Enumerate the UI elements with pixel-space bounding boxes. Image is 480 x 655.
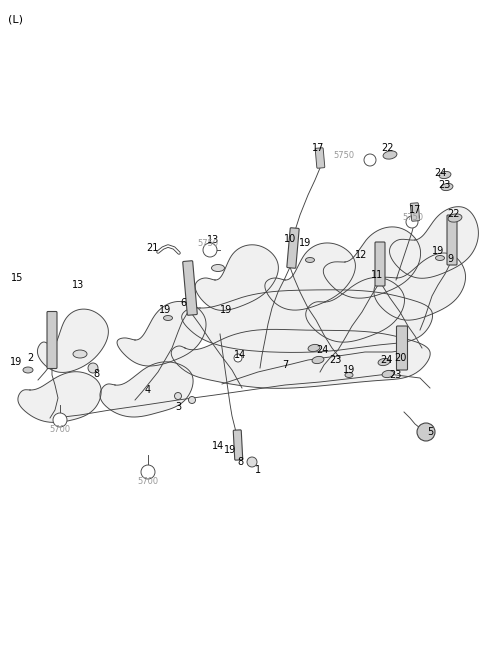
Text: 7: 7: [282, 360, 288, 370]
FancyBboxPatch shape: [410, 203, 420, 221]
Ellipse shape: [312, 356, 324, 364]
Text: 20: 20: [394, 353, 406, 363]
Text: 11: 11: [371, 270, 383, 280]
Text: 9: 9: [447, 254, 453, 264]
Ellipse shape: [175, 392, 181, 400]
Text: 24: 24: [380, 355, 392, 365]
Text: 13: 13: [207, 235, 219, 245]
FancyBboxPatch shape: [447, 215, 457, 265]
Text: 19: 19: [343, 365, 355, 375]
Text: 19: 19: [432, 246, 444, 256]
Circle shape: [234, 354, 242, 362]
Ellipse shape: [189, 396, 195, 403]
Text: 17: 17: [409, 205, 421, 215]
Text: 4: 4: [145, 385, 151, 395]
Text: 23: 23: [438, 180, 450, 190]
Text: 15: 15: [11, 273, 23, 283]
Polygon shape: [182, 290, 432, 352]
Text: 5750: 5750: [402, 214, 423, 223]
Text: 12: 12: [355, 250, 367, 260]
Circle shape: [88, 363, 98, 373]
FancyBboxPatch shape: [47, 312, 57, 369]
Text: 5700: 5700: [49, 426, 71, 434]
FancyBboxPatch shape: [287, 228, 299, 269]
Ellipse shape: [305, 257, 314, 263]
Ellipse shape: [435, 255, 444, 261]
Text: 14: 14: [212, 441, 224, 451]
Text: 5750: 5750: [197, 238, 218, 248]
Text: 19: 19: [159, 305, 171, 315]
Polygon shape: [18, 372, 101, 422]
Ellipse shape: [382, 370, 394, 377]
Circle shape: [247, 457, 257, 467]
Text: 19: 19: [10, 357, 22, 367]
FancyBboxPatch shape: [233, 430, 243, 460]
Text: 24: 24: [316, 345, 328, 355]
Text: 5750: 5750: [334, 151, 355, 160]
Text: 21: 21: [146, 243, 158, 253]
Polygon shape: [265, 243, 355, 310]
Polygon shape: [117, 301, 206, 366]
FancyBboxPatch shape: [396, 326, 408, 370]
Text: 2: 2: [27, 353, 33, 363]
Text: 13: 13: [72, 280, 84, 290]
Text: 1: 1: [255, 465, 261, 475]
Ellipse shape: [441, 183, 453, 191]
Polygon shape: [324, 227, 420, 298]
Ellipse shape: [73, 350, 87, 358]
Text: 3: 3: [175, 402, 181, 412]
Text: 6: 6: [180, 298, 186, 308]
Text: 22: 22: [381, 143, 393, 153]
Polygon shape: [100, 362, 193, 417]
Text: 8: 8: [237, 457, 243, 467]
Ellipse shape: [23, 367, 33, 373]
Ellipse shape: [378, 358, 390, 365]
Text: 24: 24: [434, 168, 446, 178]
Text: 5: 5: [427, 427, 433, 437]
Text: 19: 19: [299, 238, 311, 248]
Polygon shape: [374, 253, 466, 320]
Text: 17: 17: [312, 143, 324, 153]
Circle shape: [364, 154, 376, 166]
Text: 23: 23: [389, 370, 401, 380]
Circle shape: [417, 423, 435, 441]
Polygon shape: [195, 245, 278, 310]
Ellipse shape: [439, 172, 451, 179]
Text: 19: 19: [224, 445, 236, 455]
Text: 5700: 5700: [137, 477, 158, 487]
FancyBboxPatch shape: [315, 148, 325, 168]
Text: 22: 22: [447, 209, 459, 219]
Polygon shape: [171, 329, 430, 388]
Text: 23: 23: [329, 355, 341, 365]
Polygon shape: [389, 207, 479, 278]
Polygon shape: [37, 309, 108, 373]
Circle shape: [203, 243, 217, 257]
Circle shape: [53, 413, 67, 427]
Text: 10: 10: [284, 234, 296, 244]
Ellipse shape: [345, 373, 353, 377]
Ellipse shape: [212, 265, 225, 272]
Ellipse shape: [164, 316, 172, 320]
Polygon shape: [306, 278, 405, 342]
Text: (L): (L): [8, 14, 23, 24]
Circle shape: [406, 216, 418, 228]
Text: 14: 14: [234, 350, 246, 360]
FancyBboxPatch shape: [183, 261, 197, 315]
Ellipse shape: [448, 214, 462, 222]
Text: 8: 8: [93, 369, 99, 379]
FancyBboxPatch shape: [375, 242, 385, 286]
Ellipse shape: [308, 345, 320, 352]
Text: 19: 19: [220, 305, 232, 315]
Circle shape: [141, 465, 155, 479]
Ellipse shape: [383, 151, 397, 159]
